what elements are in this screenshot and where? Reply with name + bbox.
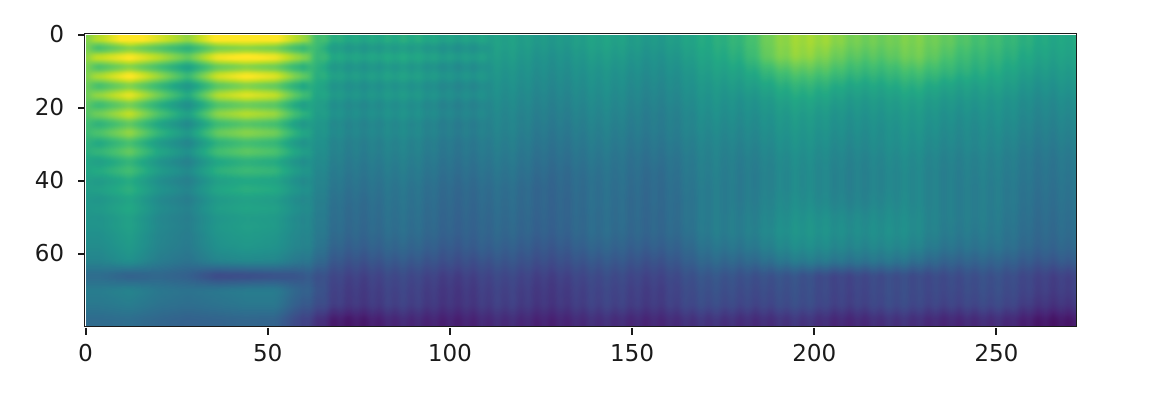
y-tick-mark (77, 106, 85, 109)
y-tick-label: 60 (34, 240, 64, 267)
y-tick-mark (77, 33, 85, 36)
y-tick-mark (77, 179, 85, 182)
heatmap-image (85, 34, 1077, 327)
x-tick-mark (84, 327, 87, 335)
x-tick-label: 200 (792, 341, 837, 367)
x-tick-mark (813, 327, 816, 335)
y-tick-label: 0 (49, 21, 64, 48)
x-tick-mark (995, 327, 998, 335)
x-tick-label: 250 (974, 341, 1019, 367)
x-tick-label: 50 (253, 341, 283, 367)
x-tick-label: 0 (78, 341, 93, 367)
y-tick-mark (77, 252, 85, 255)
y-tick-label: 20 (34, 94, 64, 121)
x-tick-label: 100 (427, 341, 472, 367)
x-tick-mark (266, 327, 269, 335)
y-tick-label: 40 (34, 167, 64, 194)
x-tick-label: 150 (610, 341, 654, 367)
x-tick-mark (631, 327, 633, 335)
x-tick-mark (448, 327, 451, 335)
